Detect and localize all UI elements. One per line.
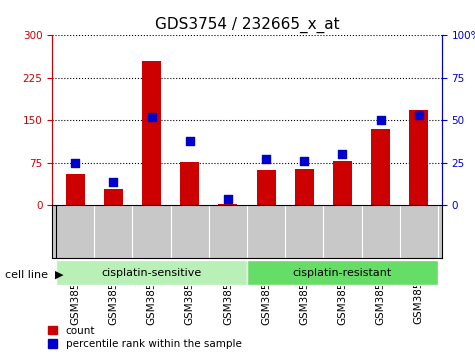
- Bar: [371, 129, 390, 205]
- Point: [186, 138, 193, 144]
- Title: GDS3754 / 232665_x_at: GDS3754 / 232665_x_at: [155, 16, 339, 33]
- Point: [415, 113, 423, 118]
- Point: [377, 118, 384, 123]
- Point: [71, 160, 79, 166]
- Point: [148, 114, 155, 120]
- FancyBboxPatch shape: [56, 260, 247, 285]
- Bar: [256, 170, 275, 205]
- Bar: [180, 162, 200, 205]
- Text: cell line  ▶: cell line ▶: [5, 269, 63, 279]
- Point: [224, 196, 232, 201]
- Bar: [142, 61, 161, 205]
- Bar: [104, 189, 123, 205]
- Point: [110, 179, 117, 184]
- Bar: [218, 204, 238, 205]
- Text: cisplatin-resistant: cisplatin-resistant: [293, 268, 392, 278]
- Legend: count, percentile rank within the sample: count, percentile rank within the sample: [48, 326, 242, 349]
- Bar: [66, 174, 85, 205]
- Point: [301, 158, 308, 164]
- Point: [262, 156, 270, 162]
- FancyBboxPatch shape: [247, 260, 438, 285]
- Bar: [409, 110, 428, 205]
- Point: [339, 152, 346, 157]
- Bar: [333, 161, 352, 205]
- Text: cisplatin-sensitive: cisplatin-sensitive: [101, 268, 202, 278]
- Bar: [294, 169, 314, 205]
